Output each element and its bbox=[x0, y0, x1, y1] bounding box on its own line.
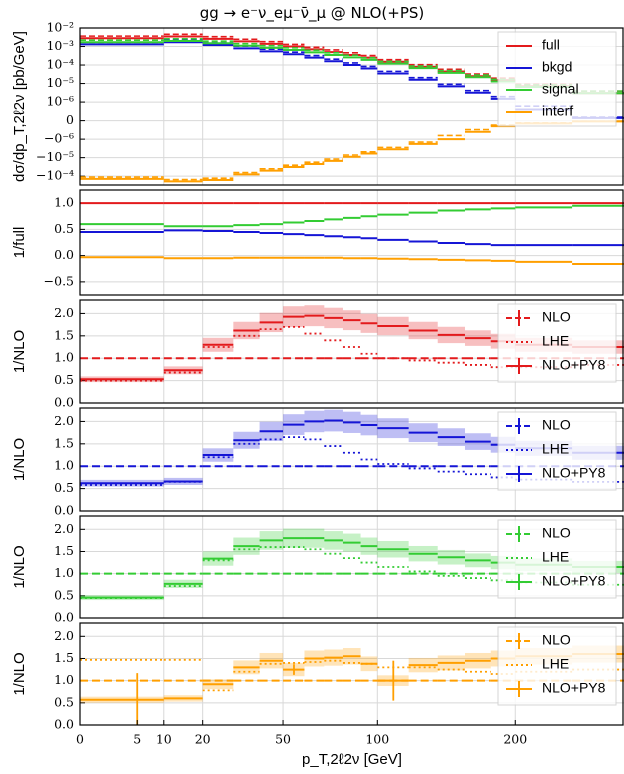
y-axis-label: 1/NLO bbox=[11, 330, 28, 373]
panel-signal: 2.0 1.5 1.0 0.5 0.0 1/NLO NLO LHE NLO+PY8 bbox=[11, 515, 624, 625]
x-tick-label: 10 bbox=[156, 732, 172, 747]
y-tick-label: 0 bbox=[66, 112, 74, 127]
legend-label-nlo: NLO bbox=[542, 525, 571, 541]
x-tick-label: 0 bbox=[76, 732, 84, 747]
panel-frame bbox=[79, 407, 624, 512]
panel-full: 2.0 1.5 1.0 0.5 0.0 1/NLO NLO LHE NLO+PY8 bbox=[11, 299, 624, 410]
panels: 10⁻² 10⁻³ 10⁻⁴ 10⁻⁵ 10⁻⁶ 0 −0⁻⁶ −10⁻⁵ −10⁻⁴ dσ/dp… bbox=[11, 20, 624, 747]
panel-frame bbox=[79, 189, 624, 296]
y-tick-label: 1.0 bbox=[54, 350, 74, 365]
y-tick-label: 1.0 bbox=[54, 458, 74, 473]
legend-label-nlo+py8: NLO+PY8 bbox=[542, 357, 606, 373]
legend-label-nlo: NLO bbox=[542, 632, 571, 648]
y-axis-label: dσ/dp_T,2ℓ2ν [pb/GeV] bbox=[11, 31, 28, 182]
y-tick-label: 2.0 bbox=[54, 413, 74, 428]
y-tick-label: 1.5 bbox=[54, 543, 74, 558]
panel-ratio_full: 1.0 0.5 0.0 −0.5 1/full bbox=[11, 189, 624, 296]
y-axis-label: 1/NLO bbox=[11, 652, 28, 695]
y-tick-label: 1.5 bbox=[54, 650, 74, 665]
x-axis-label: p_T,2ℓ2ν [GeV] bbox=[302, 751, 402, 768]
legend-label-nlo: NLO bbox=[542, 417, 571, 433]
x-tick-label: 5 bbox=[133, 732, 141, 747]
y-tick-label: −10⁻⁴ bbox=[36, 168, 74, 183]
x-tick-label: 20 bbox=[195, 732, 211, 747]
y-tick-label: 10⁻⁵ bbox=[46, 75, 74, 90]
x-tick-label: 50 bbox=[275, 732, 291, 747]
panel-main: 10⁻² 10⁻³ 10⁻⁴ 10⁻⁵ 10⁻⁶ 0 −0⁻⁶ −10⁻⁵ −10⁻⁴ dσ/dp… bbox=[11, 20, 624, 186]
legend-label-lhe: LHE bbox=[542, 441, 569, 457]
y-tick-label: 1.0 bbox=[54, 195, 74, 210]
panel-interf: 2.0 1.5 1.0 0.5 0.0 1/NLO NLO LHE NLO+PY8 bbox=[11, 622, 624, 732]
y-tick-label: 0.5 bbox=[54, 372, 74, 387]
y-tick-label: 2.0 bbox=[54, 521, 74, 536]
legend-label-nlo+py8: NLO+PY8 bbox=[542, 680, 606, 696]
x-tick-label: 100 bbox=[365, 732, 389, 747]
y-tick-label: 1.5 bbox=[54, 327, 74, 342]
y-tick-label: 0.5 bbox=[54, 694, 74, 709]
y-tick-label: 10⁻² bbox=[46, 20, 74, 35]
legend-label-lhe: LHE bbox=[542, 549, 569, 565]
y-tick-label: 0.5 bbox=[54, 587, 74, 602]
y-tick-label: 0.5 bbox=[54, 480, 74, 495]
y-tick-label: 10⁻⁴ bbox=[46, 57, 74, 72]
y-tick-label: 2.0 bbox=[54, 305, 74, 320]
legend-label-lhe: LHE bbox=[542, 656, 569, 672]
legend-label-interf: interf bbox=[542, 103, 573, 119]
y-tick-label: 10⁻⁶ bbox=[46, 94, 74, 109]
panel-frame bbox=[79, 27, 624, 186]
y-axis-label: 1/NLO bbox=[11, 438, 28, 481]
y-tick-label: 0.0 bbox=[54, 717, 74, 732]
legend-label-lhe: LHE bbox=[542, 333, 569, 349]
y-tick-label: 2.0 bbox=[54, 628, 74, 643]
legend-label-nlo+py8: NLO+PY8 bbox=[542, 465, 606, 481]
legend-label-full: full bbox=[542, 37, 560, 53]
y-tick-label: 0.0 bbox=[54, 610, 74, 625]
y-tick-label: 1.5 bbox=[54, 435, 74, 450]
y-tick-label: 1.0 bbox=[54, 672, 74, 687]
legend-label-nlo+py8: NLO+PY8 bbox=[542, 573, 606, 589]
y-tick-label: 10⁻³ bbox=[46, 38, 74, 53]
panel-bkgd: 2.0 1.5 1.0 0.5 0.0 1/NLO NLO LHE NLO+PY8 bbox=[11, 407, 624, 518]
legend-box bbox=[497, 31, 617, 127]
y-tick-label: −10⁻⁵ bbox=[36, 149, 74, 164]
panel-frame bbox=[79, 622, 624, 726]
panel-frame bbox=[79, 299, 624, 404]
y-axis-label: 1/full bbox=[11, 227, 28, 259]
y-tick-label: 0.0 bbox=[54, 247, 74, 262]
y-tick-label: 0.0 bbox=[54, 503, 74, 518]
y-tick-label: −0⁻⁶ bbox=[44, 131, 74, 146]
y-tick-label: 0.5 bbox=[54, 221, 74, 236]
y-tick-label: 1.0 bbox=[54, 565, 74, 580]
y-tick-label: −0.5 bbox=[44, 273, 74, 288]
chart-title: gg → e⁻ν_eμ⁻ν̄_μ @ NLO(+PS) bbox=[200, 4, 425, 23]
legend-label-bkgd: bkgd bbox=[542, 59, 572, 75]
y-tick-label: 0.0 bbox=[54, 395, 74, 410]
y-axis-label: 1/NLO bbox=[11, 545, 28, 588]
panel-frame bbox=[79, 515, 624, 619]
x-tick-label: 200 bbox=[503, 732, 527, 747]
legend-label-signal: signal bbox=[542, 81, 579, 97]
legend-label-nlo: NLO bbox=[542, 309, 571, 325]
